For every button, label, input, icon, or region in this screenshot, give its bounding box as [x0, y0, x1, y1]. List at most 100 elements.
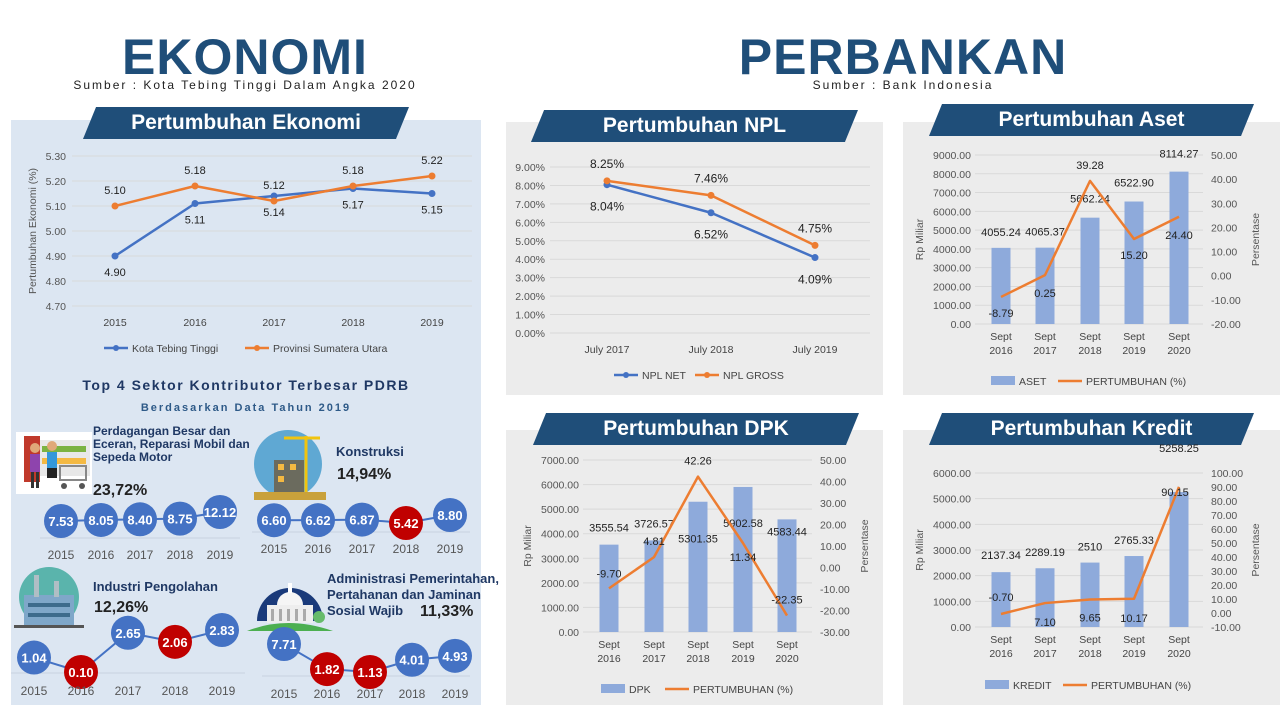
top4-title: Top 4 Sektor Kontributor Terbesar PDRB — [82, 377, 410, 393]
y2-tick-label: -10.00 — [1211, 295, 1241, 307]
value-label: 8.40 — [127, 512, 152, 527]
x-tick-label: 2019 — [1122, 648, 1146, 660]
growth-data-label: 15.20 — [1120, 250, 1148, 262]
y-tick-label: 1000.00 — [541, 602, 579, 614]
value-bubble — [353, 655, 387, 689]
y-tick-label: 4.90 — [46, 251, 67, 263]
value-label: 8.75 — [167, 512, 192, 527]
x-tick-label: 2016 — [989, 345, 1013, 357]
data-point — [191, 182, 199, 190]
x-tick-label: 2017 — [642, 653, 666, 665]
perbankan-title: PERBANKAN — [738, 29, 1068, 85]
y-axis-title: Rp Miliar — [914, 529, 926, 571]
y-tick-label: 1000.00 — [933, 596, 971, 608]
bar-data-label: 3555.54 — [589, 523, 629, 535]
perbankan-source: Sumber : Bank Indonesia — [812, 78, 994, 92]
data-label: 5.22 — [421, 155, 442, 167]
value-bubble — [64, 655, 98, 689]
value-label: 4.01 — [399, 653, 424, 668]
year-label: 2015 — [48, 548, 75, 562]
bar-data-label: 2289.19 — [1025, 547, 1065, 559]
data-point — [270, 197, 278, 205]
y-tick-label: 1.00% — [515, 310, 545, 322]
legend-bar-swatch — [985, 680, 1009, 689]
y-tick-label: 7000.00 — [933, 188, 971, 200]
x-tick-label: Sept — [643, 639, 665, 651]
npl-chart-title: Pertumbuhan NPL — [531, 110, 858, 142]
y-tick-label: 6000.00 — [933, 468, 971, 480]
dpk-chart-title: Pertumbuhan DPK — [533, 413, 859, 445]
year-label: 2017 — [127, 548, 154, 562]
bar — [1124, 556, 1144, 627]
factory-icon — [14, 567, 84, 628]
year-label: 2016 — [305, 542, 332, 556]
y-tick-label: 4000.00 — [933, 244, 971, 256]
growth-data-label: 90.15 — [1161, 487, 1189, 499]
bar — [688, 501, 708, 632]
x-tick-label: 2019 — [731, 653, 755, 665]
government-building-icon — [247, 583, 333, 631]
growth-data-label: 10.17 — [1120, 613, 1148, 625]
y2-tick-label: -30.00 — [820, 627, 850, 639]
x-tick-label: 2018 — [341, 317, 365, 329]
data-label: 8.04% — [590, 200, 624, 214]
data-label: 4.09% — [798, 273, 832, 287]
value-bubble — [111, 615, 145, 650]
y2-axis-title: Persentase — [859, 519, 871, 572]
bar-data-label: 4583.44 — [767, 526, 807, 538]
bar-data-label: 2510 — [1078, 542, 1102, 554]
legend-marker — [254, 345, 260, 351]
x-tick-label: Sept — [990, 634, 1012, 646]
value-bubble — [257, 503, 291, 538]
legend-label: PERTUMBUHAN (%) — [1086, 376, 1186, 388]
data-point — [428, 190, 436, 197]
x-tick-label: Sept — [1123, 331, 1145, 343]
year-label: 2017 — [357, 687, 384, 701]
y2-tick-label: 20.00 — [1211, 580, 1237, 592]
bar-data-label: 6522.90 — [1114, 178, 1154, 190]
value-bubble — [123, 502, 157, 537]
bar-data-label: 2765.33 — [1114, 535, 1154, 547]
y-tick-label: 5000.00 — [541, 504, 579, 516]
bar-data-label: 4055.24 — [981, 227, 1021, 239]
x-tick-label: July 2019 — [793, 344, 838, 356]
x-tick-label: Sept — [776, 639, 798, 651]
bar-data-label: 5301.35 — [678, 534, 718, 546]
y-tick-label: 4000.00 — [933, 519, 971, 531]
year-label: 2017 — [349, 542, 376, 556]
bar-data-label: 2137.34 — [981, 550, 1021, 562]
legend-marker — [704, 372, 710, 378]
x-tick-label: Sept — [1168, 634, 1190, 646]
data-label: 5.17 — [342, 200, 363, 212]
value-label: 4.93 — [442, 649, 467, 664]
y-tick-label: 7000.00 — [541, 455, 579, 467]
x-tick-label: Sept — [598, 639, 620, 651]
bar — [733, 486, 753, 632]
growth-data-label: 9.65 — [1079, 612, 1100, 624]
data-point — [811, 254, 819, 262]
y-tick-label: 3.00% — [515, 273, 545, 285]
data-label: 5.10 — [104, 185, 125, 197]
value-bubble — [158, 624, 192, 659]
legend-label: Provinsi Sumatera Utara — [273, 343, 388, 355]
value-label: 1.82 — [314, 662, 339, 677]
value-label: 12.12 — [204, 505, 237, 520]
x-tick-label: Sept — [687, 639, 709, 651]
year-label: 2015 — [261, 542, 288, 556]
value-bubble — [433, 498, 467, 532]
ekonomi-source: Sumber : Kota Tebing Tinggi Dalam Angka … — [73, 78, 417, 92]
bar — [1124, 201, 1144, 324]
x-tick-label: 2017 — [1033, 345, 1057, 357]
x-tick-label: Sept — [990, 331, 1012, 343]
y-tick-label: 4.70 — [46, 301, 67, 313]
data-point — [270, 192, 278, 200]
y2-tick-label: -10.00 — [820, 584, 850, 596]
data-label: 4.75% — [798, 221, 832, 235]
data-label: 7.46% — [694, 171, 728, 185]
y2-tick-label: 10.00 — [820, 541, 846, 553]
x-tick-label: Sept — [1123, 634, 1145, 646]
legend-label: Kota Tebing Tinggi — [132, 343, 218, 355]
x-tick-label: 2018 — [1078, 345, 1102, 357]
x-tick-label: 2020 — [1167, 345, 1191, 357]
data-point — [191, 200, 199, 207]
